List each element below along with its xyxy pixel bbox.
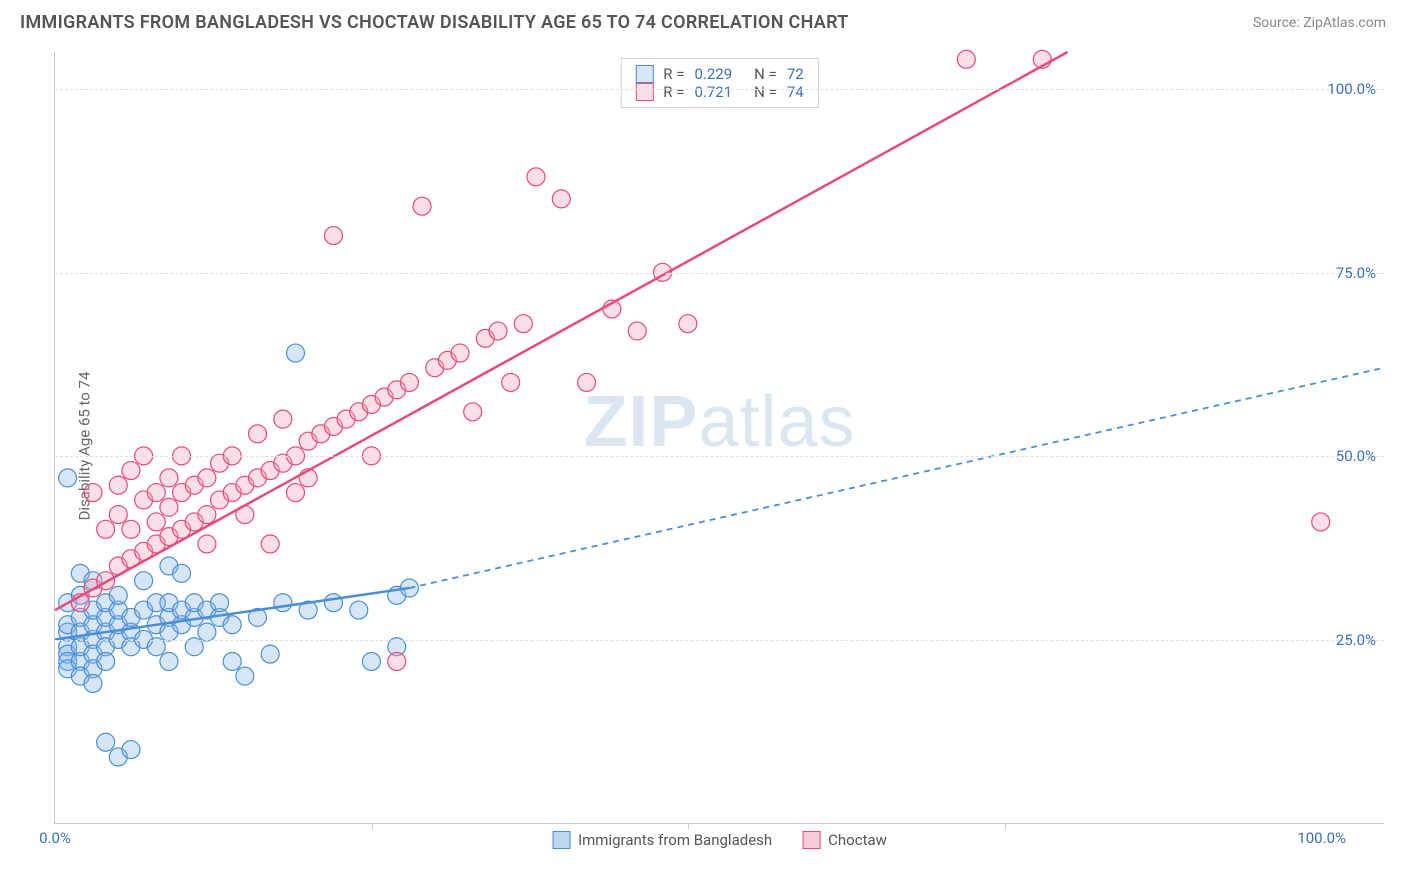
data-point xyxy=(286,344,304,362)
x-minor-tick xyxy=(372,823,373,829)
legend-label: Immigrants from Bangladesh xyxy=(578,831,772,849)
gridline-h xyxy=(55,640,1384,641)
legend-n-value: 72 xyxy=(787,65,804,83)
data-point xyxy=(274,410,292,428)
series-legend: Immigrants from Bangladesh Choctaw xyxy=(552,831,887,849)
data-point xyxy=(160,498,178,516)
data-point xyxy=(122,520,140,538)
correlation-legend: R = 0.229 N = 72 R = 0.721 N = 74 xyxy=(620,58,818,108)
data-point xyxy=(261,535,279,553)
data-point xyxy=(198,506,216,524)
y-tick-label: 25.0% xyxy=(1336,631,1376,649)
data-point xyxy=(160,652,178,670)
data-point xyxy=(84,674,102,692)
x-tick-label: 0.0% xyxy=(39,829,71,847)
gridline-h xyxy=(55,456,1384,457)
scatter-plot-svg xyxy=(55,52,1384,823)
y-tick-label: 75.0% xyxy=(1336,264,1376,282)
data-point xyxy=(59,469,77,487)
gridline-h xyxy=(55,89,1384,90)
data-point xyxy=(211,594,229,612)
data-point xyxy=(502,373,520,391)
data-point xyxy=(147,484,165,502)
x-tick-label: 100.0% xyxy=(1297,829,1346,847)
data-point xyxy=(97,520,115,538)
data-point xyxy=(286,484,304,502)
y-tick-label: 100.0% xyxy=(1327,80,1376,98)
data-point xyxy=(362,652,380,670)
data-point xyxy=(324,227,342,245)
legend-item: Choctaw xyxy=(802,831,887,849)
data-point xyxy=(122,741,140,759)
data-point xyxy=(957,50,975,68)
data-point xyxy=(223,652,241,670)
legend-r-value: 0.229 xyxy=(694,65,732,83)
data-point xyxy=(451,344,469,362)
data-point xyxy=(109,586,127,604)
data-point xyxy=(198,469,216,487)
data-point xyxy=(400,373,418,391)
legend-n-value: 74 xyxy=(787,83,804,101)
data-point xyxy=(249,425,267,443)
data-point xyxy=(122,462,140,480)
trend-line-extrapolated xyxy=(409,368,1384,588)
data-point xyxy=(84,484,102,502)
legend-row: R = 0.229 N = 72 xyxy=(635,65,803,83)
data-point xyxy=(109,506,127,524)
data-point xyxy=(350,601,368,619)
legend-swatch xyxy=(635,65,653,83)
data-point xyxy=(324,594,342,612)
data-point xyxy=(160,469,178,487)
legend-item: Immigrants from Bangladesh xyxy=(552,831,772,849)
data-point xyxy=(274,594,292,612)
gridline-h xyxy=(55,273,1384,274)
legend-r-value: 0.721 xyxy=(694,83,732,101)
data-point xyxy=(388,652,406,670)
legend-r-label: R = xyxy=(663,65,684,83)
data-point xyxy=(413,197,431,215)
legend-n-label: N = xyxy=(754,65,777,83)
data-point xyxy=(514,315,532,333)
data-point xyxy=(198,623,216,641)
data-point xyxy=(236,667,254,685)
data-point xyxy=(261,645,279,663)
data-point xyxy=(173,564,191,582)
data-point xyxy=(198,535,216,553)
legend-label: Choctaw xyxy=(828,831,887,849)
chart-plot-area: ZIPatlas R = 0.229N = 72R = 0.721N = 74 … xyxy=(54,52,1384,824)
data-point xyxy=(628,322,646,340)
data-point xyxy=(679,315,697,333)
data-point xyxy=(223,616,241,634)
data-point xyxy=(464,403,482,421)
data-point xyxy=(97,733,115,751)
legend-row: R = 0.721 N = 74 xyxy=(635,83,803,101)
data-point xyxy=(1312,513,1330,531)
legend-n-label: N = xyxy=(754,83,777,101)
legend-r-label: R = xyxy=(663,83,684,101)
y-tick-label: 50.0% xyxy=(1336,447,1376,465)
legend-swatch xyxy=(802,831,820,849)
legend-swatch xyxy=(552,831,570,849)
source-attribution: Source: ZipAtlas.com xyxy=(1253,15,1386,31)
data-point xyxy=(578,373,596,391)
trend-line xyxy=(55,52,1068,610)
legend-swatch xyxy=(635,83,653,101)
data-point xyxy=(489,322,507,340)
x-minor-tick xyxy=(1005,823,1006,829)
data-point xyxy=(97,652,115,670)
data-point xyxy=(109,476,127,494)
chart-title: IMMIGRANTS FROM BANGLADESH VS CHOCTAW DI… xyxy=(20,12,849,33)
data-point xyxy=(147,513,165,531)
data-point xyxy=(552,190,570,208)
x-minor-tick xyxy=(688,823,689,829)
data-point xyxy=(135,572,153,590)
data-point xyxy=(527,168,545,186)
